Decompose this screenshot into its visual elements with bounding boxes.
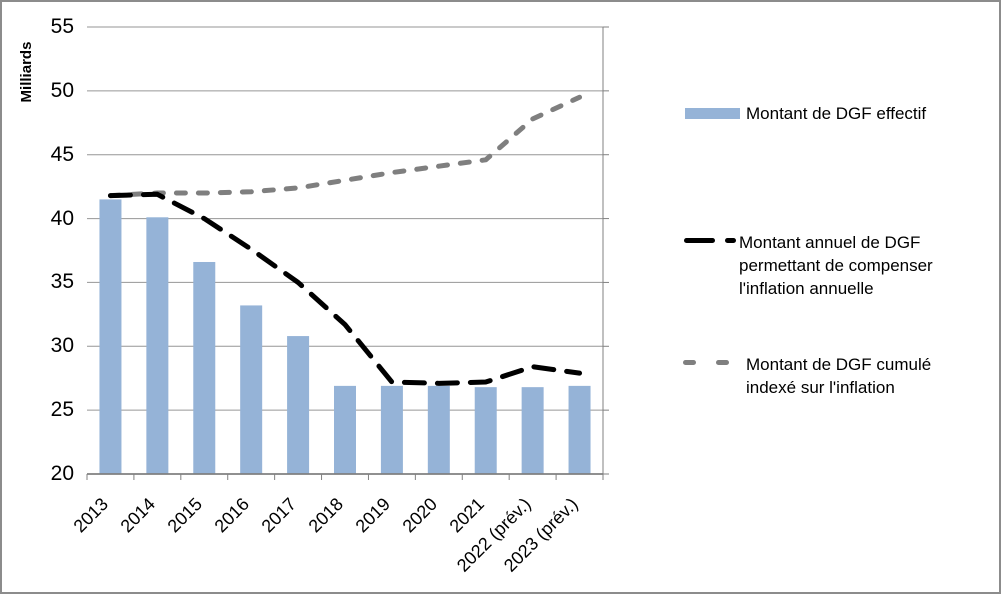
legend-item-dgf-effectif: Montant de DGF effectif	[685, 102, 926, 125]
y-tick-label-25: 25	[50, 398, 74, 422]
bar-2022 (prév.)	[521, 387, 544, 474]
legend-label-line: l'inflation annuelle	[739, 279, 874, 298]
y-axis-title: Milliards	[18, 41, 35, 103]
legend-label-line: Montant annuel de DGF	[739, 233, 921, 252]
legend-label-line: Montant de DGF cumulé	[746, 355, 932, 374]
legend-item-dgf-annuel-inflation: Montant annuel de DGF permettant de comp…	[684, 231, 933, 300]
bar-2014	[146, 217, 169, 474]
bar-2016	[240, 305, 263, 474]
y-tick-label-40: 40	[50, 206, 74, 230]
y-tick-label-45: 45	[50, 142, 74, 166]
y-tick-label-30: 30	[50, 334, 74, 358]
bar-2020	[427, 385, 450, 474]
bar-2023 (prév.)	[568, 385, 591, 474]
legend-gray-dash-icon	[683, 360, 729, 365]
bar-2018	[334, 385, 356, 474]
bar-2013	[99, 199, 122, 474]
bar-2021	[474, 387, 497, 474]
legend-label-line: permettant de compenser	[739, 256, 933, 275]
bar-2017	[287, 336, 310, 474]
legend-bar-swatch-icon	[685, 108, 740, 119]
legend-black-dash-icon	[684, 238, 736, 243]
bar-2019	[380, 385, 403, 474]
y-tick-label-50: 50	[50, 78, 74, 102]
y-tick-label-35: 35	[50, 270, 74, 294]
y-tick-label-55: 55	[50, 15, 74, 38]
line-dgf-annuel-inflation	[107, 191, 583, 386]
legend-label-line: indexé sur l'inflation	[746, 378, 895, 397]
line-dgf-cumule-inflation	[107, 94, 583, 199]
y-tick-label-20: 20	[50, 462, 74, 485]
legend-label-line: Montant de DGF effectif	[746, 104, 927, 123]
legend-item-dgf-cumule-inflation: Montant de DGF cumulé indexé sur l'infla…	[683, 353, 931, 399]
bar-2015	[193, 261, 216, 474]
